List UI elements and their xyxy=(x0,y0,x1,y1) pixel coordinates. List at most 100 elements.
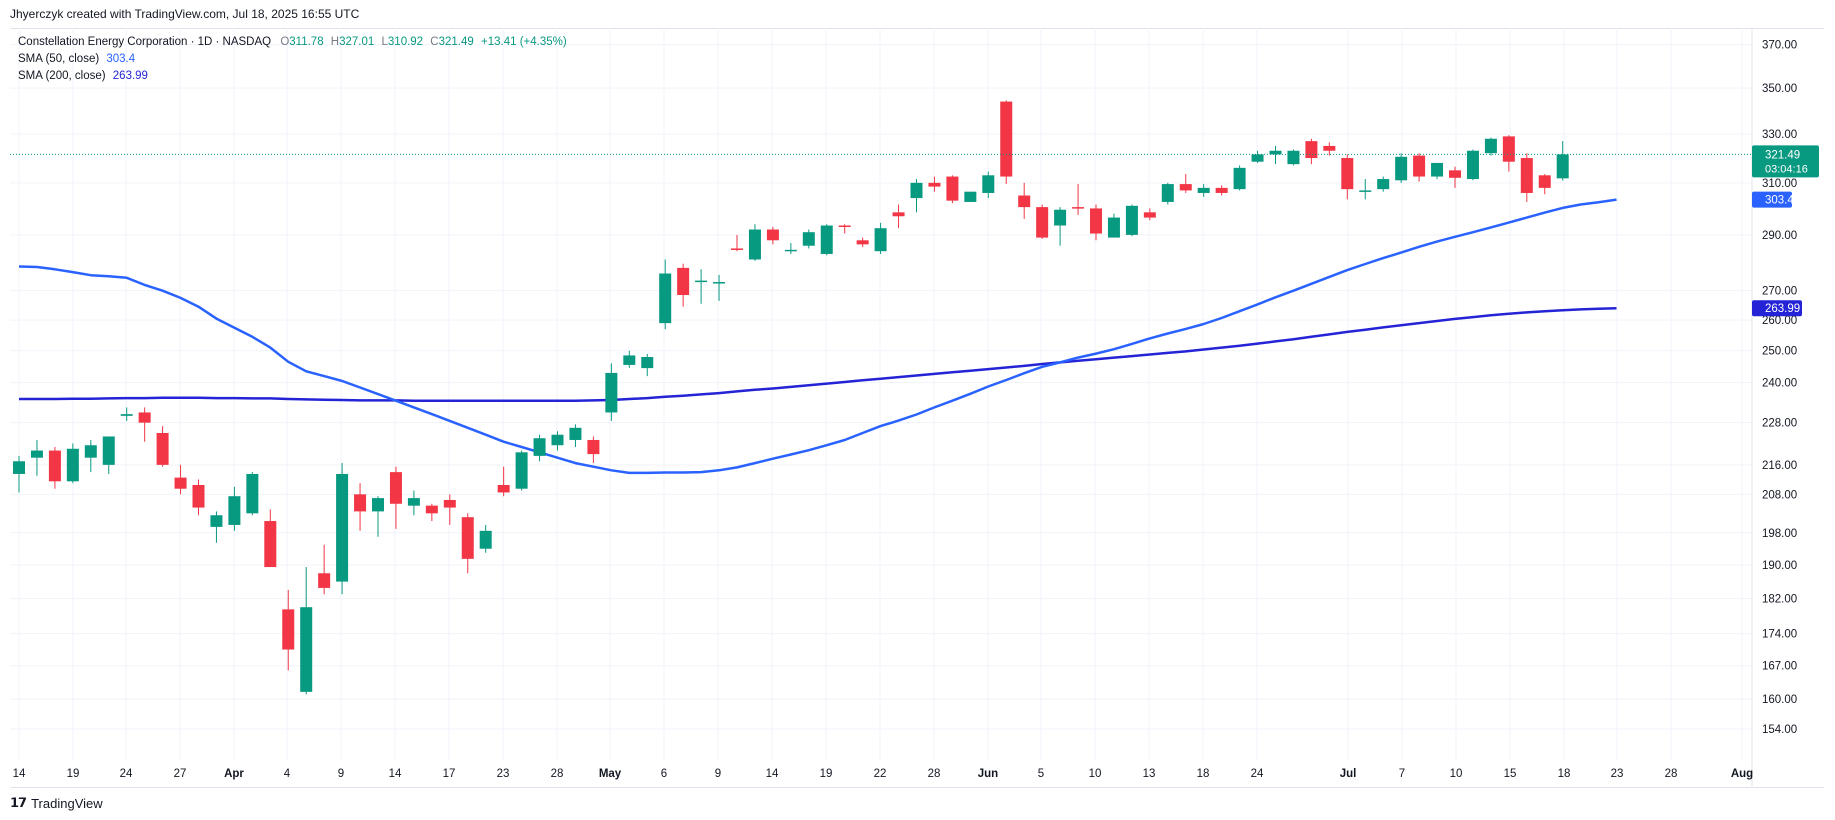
candle-body xyxy=(856,240,869,245)
candle xyxy=(748,224,761,261)
open-value: 311.78 xyxy=(289,36,324,48)
time-tick-label: 19 xyxy=(820,768,833,780)
candle xyxy=(982,171,995,199)
candle xyxy=(874,222,887,254)
sma50-badge: 303.4 xyxy=(1752,191,1794,208)
candle xyxy=(1179,174,1192,193)
time-tick-label: 14 xyxy=(766,768,779,780)
candle-body xyxy=(1000,101,1013,177)
candle-body xyxy=(569,427,582,440)
time-tick-label: 14 xyxy=(389,768,402,780)
candle xyxy=(766,226,779,245)
candle-body xyxy=(336,473,349,582)
symbol-label[interactable]: Constellation Energy Corporation · 1D · … xyxy=(18,36,272,48)
candle-body xyxy=(713,282,726,284)
candle xyxy=(120,407,133,421)
candle xyxy=(174,464,187,495)
time-tick-label: 28 xyxy=(551,768,564,780)
price-axis: 370.00 350.00 330.00 310.00 290.00 270.00 260.… xyxy=(1751,28,1797,786)
time-tick-label: 14 xyxy=(13,768,26,780)
candle-body xyxy=(461,517,474,559)
brand-footer[interactable]: 𝟭𝟳 TradingView xyxy=(10,795,103,811)
price-tick-label: 190.00 xyxy=(1762,560,1797,572)
candle-body xyxy=(677,267,690,296)
candle-body xyxy=(1161,184,1174,202)
time-tick-label: 5 xyxy=(1038,768,1044,780)
candle xyxy=(838,224,851,234)
candle xyxy=(1036,204,1049,239)
candle-body xyxy=(731,248,743,250)
candle-body xyxy=(515,452,528,489)
price-tick-label: 290.00 xyxy=(1762,230,1797,242)
candle-body xyxy=(1036,207,1049,238)
candle-body xyxy=(838,225,851,228)
candle-body xyxy=(964,191,977,202)
open-label: O xyxy=(280,36,290,48)
candle xyxy=(13,455,25,493)
time-tick-label: 15 xyxy=(1504,768,1517,780)
candle xyxy=(1090,204,1102,241)
price-tick-label: 182.00 xyxy=(1762,594,1797,606)
candle-body xyxy=(1341,158,1354,190)
price-tick-label: 310.00 xyxy=(1762,178,1797,190)
candle-body xyxy=(443,499,456,508)
candle xyxy=(1466,149,1479,181)
legend-ohlc-row: Constellation Energy Corporation · 1D · … xyxy=(18,34,567,51)
candle xyxy=(443,494,456,525)
close-value: 321.49 xyxy=(438,36,474,48)
candle xyxy=(210,511,223,543)
time-tick-label: 4 xyxy=(284,768,291,780)
candle-body xyxy=(695,280,708,283)
candle-body xyxy=(497,484,510,493)
candle xyxy=(1000,100,1013,185)
candle xyxy=(784,242,797,254)
candle-body xyxy=(784,249,797,252)
candle xyxy=(856,237,869,248)
time-tick-label: 19 xyxy=(67,768,80,780)
candle-series xyxy=(13,100,1569,695)
candle xyxy=(659,259,672,330)
candle xyxy=(1377,176,1390,192)
candle xyxy=(892,204,905,229)
candle-body xyxy=(946,176,959,201)
candle-body xyxy=(1449,170,1461,178)
low-value: 310.92 xyxy=(387,36,424,48)
candle xyxy=(1107,213,1120,238)
candle xyxy=(264,509,277,568)
candle-body xyxy=(892,212,905,217)
candle xyxy=(246,472,259,516)
candle xyxy=(623,350,636,369)
candle xyxy=(1305,138,1318,165)
candle xyxy=(1269,145,1282,165)
legend: Constellation Energy Corporation · 1D · … xyxy=(18,34,567,85)
sma200-label: SMA (200, close) xyxy=(18,70,106,82)
sma50-value: 303.4 xyxy=(106,53,136,65)
candle xyxy=(910,179,923,213)
time-tick-label: 9 xyxy=(715,768,721,780)
candle-body xyxy=(264,521,277,568)
candle xyxy=(1287,149,1300,166)
candle-body xyxy=(156,432,169,465)
legend-sma200-row[interactable]: SMA (200, close) 263.99 xyxy=(18,68,567,85)
legend-sma50-row[interactable]: SMA (50, close) 303.4 xyxy=(18,51,567,68)
candle xyxy=(1215,185,1228,196)
price-tick-label: 270.00 xyxy=(1762,286,1797,298)
time-tick-label: 24 xyxy=(1251,768,1264,780)
candle-body xyxy=(138,412,151,423)
last-price-countdown: 03:04:16 xyxy=(1765,163,1808,175)
candle xyxy=(1054,207,1067,246)
candle-body xyxy=(1359,190,1372,192)
time-tick-label: 13 xyxy=(1143,768,1156,780)
candle-body xyxy=(982,175,995,193)
time-tick-label: 24 xyxy=(120,768,133,780)
price-tick-label: 167.00 xyxy=(1762,661,1797,673)
candle-body xyxy=(228,496,241,525)
price-tick-label: 160.00 xyxy=(1762,694,1797,706)
candle xyxy=(964,191,977,202)
candle-body xyxy=(372,498,384,512)
candle xyxy=(1018,182,1031,219)
candle-body xyxy=(210,515,223,527)
time-tick-label: 28 xyxy=(928,768,941,780)
candle-body xyxy=(1233,167,1246,190)
